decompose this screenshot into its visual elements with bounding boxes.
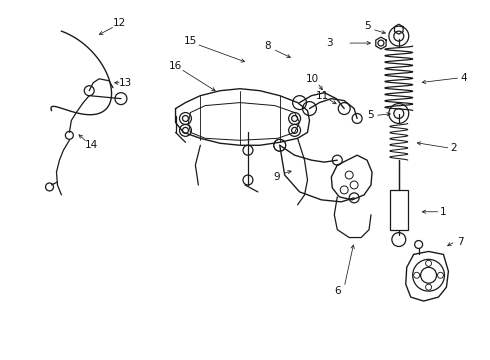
Text: 13: 13: [119, 78, 133, 88]
Bar: [390, 190, 408, 230]
Text: 4: 4: [460, 73, 466, 83]
Text: 1: 1: [440, 207, 447, 217]
Text: 12: 12: [112, 18, 125, 28]
Text: 9: 9: [273, 172, 280, 182]
Text: 5: 5: [367, 109, 373, 120]
Text: 14: 14: [85, 140, 98, 150]
Text: 6: 6: [334, 286, 341, 296]
Text: 16: 16: [169, 61, 182, 71]
Text: 11: 11: [316, 91, 329, 101]
Text: 2: 2: [450, 143, 457, 153]
Text: 8: 8: [265, 41, 271, 51]
Text: 7: 7: [457, 237, 464, 247]
Text: 15: 15: [184, 36, 197, 46]
Text: 5: 5: [364, 21, 370, 31]
Text: 3: 3: [326, 38, 333, 48]
Text: 10: 10: [306, 74, 319, 84]
